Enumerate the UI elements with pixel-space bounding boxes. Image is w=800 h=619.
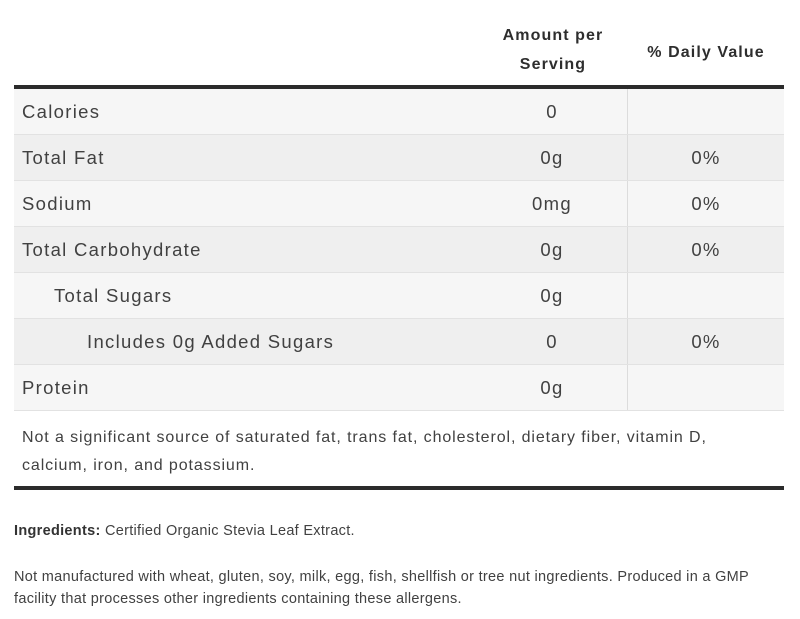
- table-row: Includes 0g Added Sugars 0 0%: [14, 319, 784, 365]
- header-daily-value: % Daily Value: [647, 44, 765, 61]
- nutrition-table: Amount per Serving % Daily Value Calorie…: [14, 0, 784, 490]
- table-row: Calories 0: [14, 89, 784, 135]
- row-amount: 0: [546, 330, 558, 352]
- row-label: Includes 0g Added Sugars: [87, 330, 335, 352]
- row-amount: 0g: [540, 376, 564, 398]
- table-row: Protein 0g: [14, 365, 784, 411]
- row-amount: 0g: [540, 146, 564, 168]
- row-label: Total Fat: [22, 146, 105, 168]
- table-footnote: Not a significant source of saturated fa…: [14, 411, 784, 486]
- row-daily-value: 0%: [627, 319, 784, 364]
- row-daily-value: 0%: [627, 227, 784, 272]
- row-label: Calories: [22, 100, 101, 122]
- row-daily-value: 0%: [627, 135, 784, 180]
- table-row: Total Sugars 0g: [14, 273, 784, 319]
- row-amount: 0g: [540, 284, 564, 306]
- table-row: Sodium 0mg 0%: [14, 181, 784, 227]
- row-amount: 0: [546, 100, 558, 122]
- row-daily-value: [627, 365, 784, 410]
- table-row: Total Fat 0g 0%: [14, 135, 784, 181]
- table-row: Total Carbohydrate 0g 0%: [14, 227, 784, 273]
- allergen-note: Not manufactured with wheat, gluten, soy…: [14, 569, 749, 607]
- row-daily-value: [627, 273, 784, 318]
- table-body: Calories 0 Total Fat 0g 0% Sodium 0mg 0%…: [14, 85, 784, 490]
- row-label: Total Sugars: [54, 284, 173, 306]
- row-amount: 0g: [540, 238, 564, 260]
- header-amount-per-serving: Amount per Serving: [502, 27, 604, 73]
- row-amount: 0mg: [532, 192, 572, 214]
- row-label: Total Carbohydrate: [22, 238, 202, 260]
- row-daily-value: 0%: [627, 181, 784, 226]
- table-rows: Calories 0 Total Fat 0g 0% Sodium 0mg 0%…: [14, 89, 784, 411]
- row-label: Protein: [22, 376, 90, 398]
- ingredients-text: Certified Organic Stevia Leaf Extract.: [104, 523, 355, 539]
- row-label: Sodium: [22, 192, 93, 214]
- row-daily-value: [627, 89, 784, 134]
- table-header-row: Amount per Serving % Daily Value: [14, 0, 784, 85]
- ingredients-paragraph: Ingredients: Certified Organic Stevia Le…: [14, 520, 784, 542]
- ingredients-label: Ingredients:: [14, 523, 101, 539]
